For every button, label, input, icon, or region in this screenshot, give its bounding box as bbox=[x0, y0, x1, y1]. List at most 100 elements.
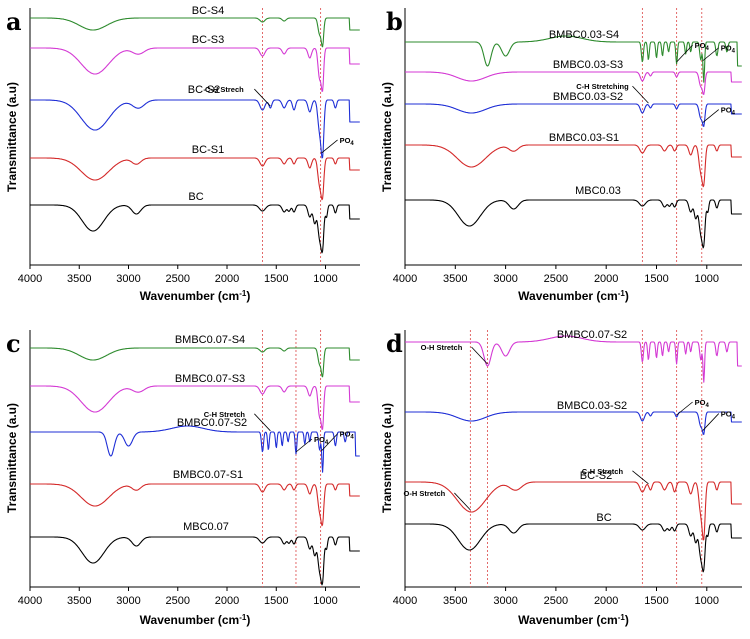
annotation-arrow bbox=[702, 413, 720, 431]
annotation-arrow bbox=[295, 438, 313, 453]
annotation-arrow bbox=[471, 346, 488, 365]
x-tick-label: 2500 bbox=[166, 595, 190, 607]
annotation-arrow bbox=[254, 88, 271, 107]
spectrum-line bbox=[405, 71, 742, 95]
y-axis-title: Transmittance (a.u) bbox=[5, 82, 19, 192]
spectrum-line bbox=[405, 411, 742, 435]
x-tick-label: 1000 bbox=[313, 595, 337, 607]
x-tick-label: 3000 bbox=[493, 595, 517, 607]
x-tick-label: 2000 bbox=[215, 595, 239, 607]
x-tick-label: 4000 bbox=[18, 273, 42, 285]
panel-d: d 4000 3500 3000 2500 2000 1500 1000 Wavenumber … bbox=[380, 329, 742, 627]
x-tick-label: 3500 bbox=[443, 595, 467, 607]
annotation-label: PO4 bbox=[721, 44, 736, 55]
panel-a: a 4000 3500 3000 2500 2000 1500 1000 Wavenumber … bbox=[5, 5, 360, 303]
x-axis-title: Wavenumber (cm-1) bbox=[518, 613, 629, 627]
annotation-label: PO4 bbox=[314, 435, 329, 446]
series-label: BC-S1 bbox=[192, 144, 224, 156]
series-label: BMBC0.03-S1 bbox=[549, 132, 619, 144]
annotation-label: C-H Stretch bbox=[582, 467, 624, 476]
spectrum-line bbox=[405, 481, 742, 541]
annotation-arrow bbox=[676, 44, 693, 63]
x-tick-label: 1000 bbox=[695, 273, 719, 285]
panel-letter: c bbox=[6, 329, 21, 358]
x-tick-label: 3500 bbox=[443, 273, 467, 285]
annotation-arrow bbox=[632, 85, 649, 104]
x-axis-title: Wavenumber (cm-1) bbox=[140, 289, 251, 303]
spectrum-line bbox=[30, 536, 360, 586]
x-tick-label: 3000 bbox=[116, 273, 140, 285]
x-tick-label: 3000 bbox=[116, 595, 140, 607]
annotation-label: PO4 bbox=[695, 41, 710, 52]
x-tick-label: 4000 bbox=[393, 595, 417, 607]
annotation-arrow bbox=[702, 47, 720, 62]
annotation-label: PO4 bbox=[721, 410, 736, 421]
series-label: BC bbox=[596, 512, 611, 524]
annotation-label: C-H Stretch bbox=[204, 410, 246, 419]
series-label: BMBC0.07-S4 bbox=[175, 334, 245, 346]
spectrum-line bbox=[405, 335, 742, 383]
x-axis-title: Wavenumber (cm-1) bbox=[140, 613, 251, 627]
series-label: BMBC0.07-S3 bbox=[175, 373, 245, 385]
series-label: BC-S2 bbox=[580, 470, 612, 482]
x-tick-label: 3000 bbox=[493, 273, 517, 285]
series-label: BMBC0.03-S2 bbox=[553, 91, 623, 103]
annotation-label: C-H Stretching bbox=[576, 82, 629, 91]
spectrum-line bbox=[30, 17, 360, 48]
x-tick-label: 4000 bbox=[393, 273, 417, 285]
spectrum-line bbox=[30, 204, 360, 254]
annotation-arrow bbox=[321, 433, 338, 452]
series-label: MBC0.03 bbox=[575, 185, 621, 197]
annotation-label: PO4 bbox=[340, 430, 355, 441]
spectrum-line bbox=[30, 47, 360, 92]
spectrum-line bbox=[30, 425, 360, 473]
x-tick-label: 3500 bbox=[67, 595, 91, 607]
spectrum-line bbox=[405, 523, 742, 573]
x-tick-label: 2000 bbox=[594, 595, 618, 607]
series-label: BMBC0.07-S2 bbox=[557, 329, 627, 341]
x-tick-label: 2000 bbox=[215, 273, 239, 285]
series-label: BC-S3 bbox=[192, 34, 224, 46]
series-label: BMBC0.03-S4 bbox=[549, 29, 619, 41]
panel-letter: a bbox=[6, 7, 22, 36]
series-label: BMBC0.07-S2 bbox=[177, 417, 247, 429]
annotation-label: PO4 bbox=[721, 106, 736, 117]
spectrum-line bbox=[30, 385, 360, 430]
x-tick-label: 2500 bbox=[166, 273, 190, 285]
spectrum-line bbox=[405, 199, 742, 249]
spectrum-line bbox=[405, 35, 742, 83]
annotation-label: O-H Stretch bbox=[404, 489, 446, 498]
x-tick-label: 1500 bbox=[264, 595, 288, 607]
y-axis-title: Transmittance (a.u) bbox=[5, 403, 19, 513]
annotation-arrow bbox=[702, 109, 720, 123]
spectrum-line bbox=[405, 144, 742, 188]
spectrum-line bbox=[30, 157, 360, 201]
panel-letter: b bbox=[386, 7, 403, 36]
panel-b: b 4000 3500 3000 2500 2000 1500 1000 Wavenumber … bbox=[380, 7, 742, 303]
annotation-label: PO4 bbox=[695, 398, 710, 409]
series-label: BMBC0.03-S3 bbox=[553, 59, 623, 71]
spectrum-line bbox=[30, 99, 360, 159]
spectrum-line bbox=[30, 483, 360, 527]
x-tick-label: 1000 bbox=[313, 273, 337, 285]
x-tick-label: 1500 bbox=[644, 273, 668, 285]
series-label: BMBC0.07-S1 bbox=[173, 469, 243, 481]
annotation-arrow bbox=[254, 413, 271, 432]
y-axis-title: Transmittance (a.u) bbox=[380, 403, 394, 513]
annotation-label: PO4 bbox=[340, 136, 355, 147]
x-tick-label: 1000 bbox=[695, 595, 719, 607]
panel-c: c 4000 3500 3000 2500 2000 1500 1000 Wavenumber … bbox=[5, 329, 360, 627]
x-tick-label: 1500 bbox=[264, 273, 288, 285]
x-tick-label: 2500 bbox=[544, 595, 568, 607]
series-label: BC bbox=[188, 191, 203, 203]
spectrum-line bbox=[405, 103, 742, 127]
annotation-label: O-H Stretch bbox=[421, 343, 463, 352]
spectrum-line bbox=[30, 347, 360, 378]
x-axis-title: Wavenumber (cm-1) bbox=[518, 289, 629, 303]
x-tick-label: 3500 bbox=[67, 273, 91, 285]
series-label: BC-S4 bbox=[192, 5, 224, 17]
x-tick-label: 2500 bbox=[544, 273, 568, 285]
annotation-arrow bbox=[632, 470, 649, 485]
x-tick-label: 4000 bbox=[18, 595, 42, 607]
